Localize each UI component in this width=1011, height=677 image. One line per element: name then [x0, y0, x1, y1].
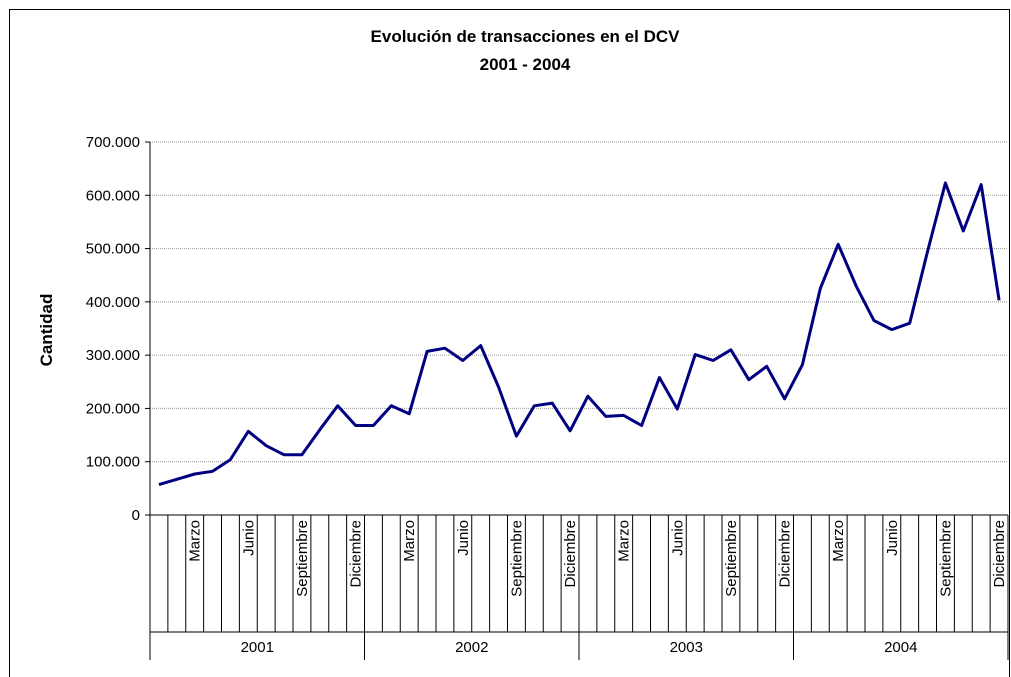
data-line — [158, 181, 1001, 487]
y-tick-label: 400.000 — [86, 294, 140, 311]
y-tick-label: 200.000 — [86, 400, 140, 417]
group-label: 2001 — [241, 639, 274, 656]
x-tick-label: Marzo — [401, 520, 418, 562]
x-tick-label: Diciembre — [777, 520, 794, 588]
y-axis-label: Cantidad — [37, 294, 56, 367]
x-tick-label: Junio — [669, 520, 686, 556]
x-tick-label: Marzo — [616, 520, 633, 562]
x-tick-label: Marzo — [830, 520, 847, 562]
x-tick-label: Diciembre — [991, 520, 1008, 588]
chart-title: Evolución de transacciones en el DCV — [371, 27, 681, 46]
x-tick-label: Diciembre — [562, 520, 579, 588]
y-tick-label: 0 — [132, 507, 140, 524]
group-label: 2003 — [670, 639, 703, 656]
chart-border — [9, 9, 1010, 677]
group-label: 2002 — [455, 639, 488, 656]
x-tick-label: Septiembre — [937, 520, 954, 597]
x-tick-label: Junio — [455, 520, 472, 556]
x-tick-label: Septiembre — [294, 520, 311, 597]
x-tick-label: Junio — [240, 520, 257, 556]
y-tick-label: 600.000 — [86, 187, 140, 204]
x-tick-label: Diciembre — [348, 520, 365, 588]
y-tick-label: 100.000 — [86, 454, 140, 471]
x-tick-label: Septiembre — [723, 520, 740, 597]
chart-subtitle: 2001 - 2004 — [480, 55, 571, 74]
y-tick-label: 300.000 — [86, 347, 140, 364]
group-label: 2004 — [884, 639, 917, 656]
x-tick-label: Septiembre — [508, 520, 525, 597]
y-tick-label: 500.000 — [86, 241, 140, 258]
x-tick-label: Junio — [884, 520, 901, 556]
y-tick-label: 700.000 — [86, 134, 140, 151]
x-tick-label: Marzo — [187, 520, 204, 562]
